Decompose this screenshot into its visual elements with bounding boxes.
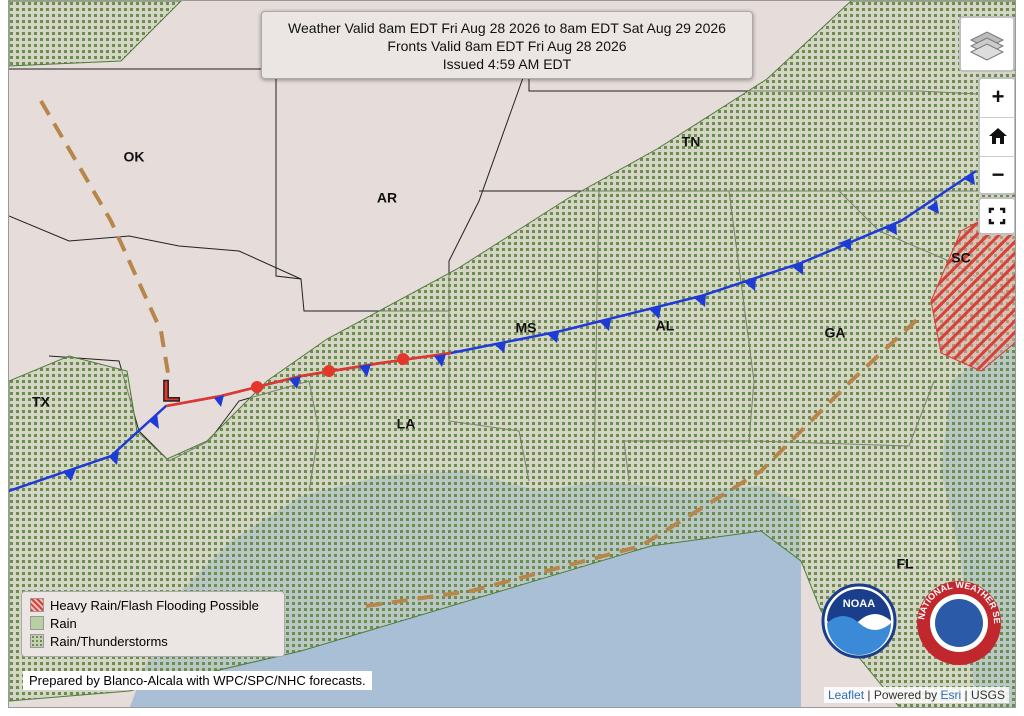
low-pressure: L (162, 375, 180, 408)
state-label: TN (682, 134, 701, 150)
cold-front-barbs (64, 172, 975, 481)
heavy-rain-area (930, 201, 1015, 372)
attribution: Leaflet | Powered by Esri | USGS (824, 687, 1009, 703)
legend-item: Heavy Rain/Flash Flooding Possible (30, 596, 276, 614)
fullscreen-icon (988, 207, 1006, 225)
state-label: LA (397, 416, 416, 432)
state-label: GA (825, 325, 846, 341)
legend-swatch (30, 598, 44, 612)
legend-label: Rain (50, 615, 77, 631)
header-line: Fronts Valid 8am EDT Fri Aug 28 2026 (387, 38, 627, 54)
state-label: FL (896, 556, 914, 572)
header-line: Issued 4:59 AM EDT (442, 56, 572, 72)
credit: Prepared by Blanco-Alcala with WPC/SPC/N… (23, 671, 372, 690)
legend-label: Rain/Thunderstorms (50, 633, 168, 649)
warm-front-bumps (251, 353, 409, 393)
layers-button[interactable] (959, 16, 1015, 72)
state-label: AR (377, 190, 397, 206)
leaflet-link[interactable]: Leaflet (828, 688, 865, 702)
zoom-out[interactable]: − (991, 162, 1005, 187)
fullscreen-button[interactable] (978, 197, 1015, 235)
legend: Heavy Rain/Flash Flooding Possible Rain … (21, 591, 285, 657)
state-label: AL (656, 318, 675, 334)
home-icon (989, 128, 1007, 144)
map: OK AR TN TX MS AL GA SC LA FL L NOAA NAT… (9, 1, 1015, 707)
legend-item: Rain (30, 614, 276, 632)
rain-thunderstorms-area (9, 1, 1015, 707)
home-button[interactable] (980, 118, 1015, 157)
attribution-text: | Powered by (864, 688, 941, 702)
legend-swatch (30, 616, 44, 630)
noaa-text: NOAA (843, 598, 875, 610)
trough (39, 99, 923, 608)
esri-link[interactable]: Esri (940, 688, 962, 702)
layers-icon (969, 31, 1005, 61)
legend-label: Heavy Rain/Flash Flooding Possible (50, 597, 259, 613)
map-viewport: OK AR TN TX MS AL GA SC LA FL L NOAA NAT… (8, 0, 1016, 708)
legend-swatch (30, 634, 44, 648)
header: Weather Valid 8am EDT Fri Aug 28 2026 to… (261, 11, 753, 79)
zoom-control: + − (978, 77, 1015, 195)
state-label: MS (516, 320, 537, 336)
rain-thunderstorms-area (9, 1, 182, 67)
noaa-logo: NOAA (821, 583, 897, 659)
header-line: Weather Valid 8am EDT Fri Aug 28 2026 to… (288, 20, 726, 36)
state-label: TX (32, 394, 51, 410)
attribution-text: | USGS (961, 688, 1005, 702)
legend-item: Rain/Thunderstorms (30, 632, 276, 650)
zoom-in[interactable]: + (980, 79, 1015, 118)
state-label: SC (951, 250, 970, 266)
state-label: OK (124, 149, 145, 165)
